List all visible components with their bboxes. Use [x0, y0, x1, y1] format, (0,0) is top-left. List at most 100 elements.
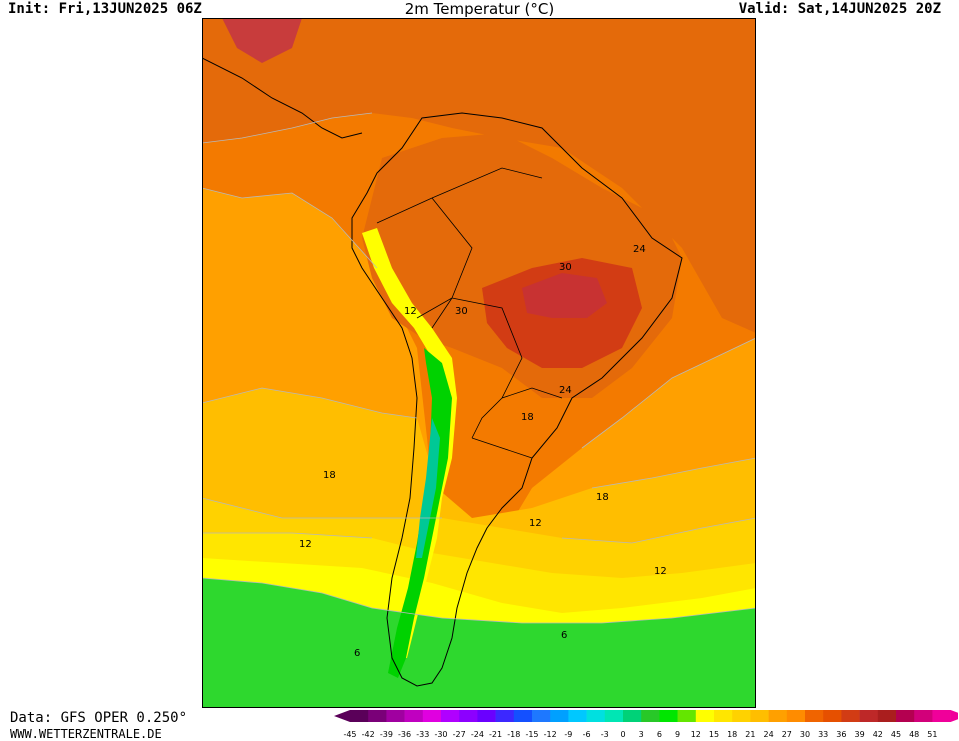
andes-teal [416, 418, 440, 558]
legend-tick-label: -21 [489, 730, 502, 739]
map-frame [202, 18, 756, 708]
isotherm-label-12-pacific: 12 [299, 539, 312, 550]
legend-swatch [586, 710, 606, 722]
isotherm-label-18-atlantic: 18 [596, 492, 609, 503]
legend-tick-label: -27 [453, 730, 466, 739]
legend-swatch [550, 710, 569, 722]
legend-swatch [495, 710, 515, 722]
isotherm-label-30-bolivia: 30 [455, 306, 468, 317]
legend-tick-label: -30 [434, 730, 447, 739]
south-america-coastline [351, 112, 683, 687]
legend-swatch [422, 710, 442, 722]
legend-tick-label: -9 [564, 730, 572, 739]
legend-swatch [513, 710, 533, 722]
legend-tick-label: 33 [818, 730, 828, 739]
country-borders [376, 167, 563, 459]
legend-swatch [441, 710, 460, 722]
legend-swatch [932, 710, 951, 722]
legend-tick-label: 27 [782, 730, 792, 739]
legend-swatch [750, 710, 769, 722]
color-legend: -45 -42 -39 -36 -33 -30 -27 -24 -21 -18 -15 -12 -9 -6… [334, 710, 958, 739]
legend-swatch [768, 710, 788, 722]
legend-tick-label: 36 [836, 730, 846, 739]
legend-swatch [368, 710, 387, 722]
map-title: 2m Temperatur (°C) [404, 0, 555, 18]
legend-swatch [805, 710, 824, 722]
isotherm-label-6-atlantic: 6 [561, 630, 567, 641]
legend-swatch [604, 710, 624, 722]
legend-swatch [841, 710, 860, 722]
legend-tick-label: 21 [745, 730, 755, 739]
legend-tick-label: -36 [398, 730, 411, 739]
legend-tick-label: -33 [416, 730, 429, 739]
legend-tick-label: 12 [691, 730, 701, 739]
band-30-central-america [222, 18, 302, 63]
isotherm-label-18-paraguay: 18 [521, 412, 534, 423]
legend-tick-label: 3 [639, 730, 644, 739]
central-america-coastline [202, 57, 363, 139]
isotherm-label-30-brazil: 30 [559, 262, 572, 273]
legend-swatch [714, 710, 733, 722]
legend-swatch [877, 710, 897, 722]
band-27-north [202, 18, 756, 333]
isotherm-label-6-pacific: 6 [354, 648, 360, 659]
legend-swatch [859, 710, 879, 722]
legend-swatch [695, 710, 715, 722]
legend-swatch [786, 710, 806, 722]
legend-arrow-right [950, 710, 958, 722]
legend-swatch [459, 710, 478, 722]
legend-tick-label: 51 [927, 730, 937, 739]
legend-swatch [641, 710, 660, 722]
band-6 [202, 578, 756, 708]
legend-tick-label: 42 [873, 730, 883, 739]
isotherm-label-18-pacific: 18 [323, 470, 336, 481]
legend-tick-label: 9 [675, 730, 680, 739]
legend-tick-label: 48 [909, 730, 919, 739]
legend-arrow-left [334, 710, 350, 722]
website-label: WWW.WETTERZENTRALE.DE [10, 727, 162, 741]
legend-tick-label: -12 [544, 730, 557, 739]
legend-tick-label: -6 [583, 730, 591, 739]
legend-tick-label: -42 [362, 730, 375, 739]
legend-tick-label: 30 [800, 730, 810, 739]
legend-swatch [404, 710, 424, 722]
legend-swatch [896, 710, 915, 722]
isotherm-label-24-northeast: 24 [633, 244, 646, 255]
andes-cold [362, 228, 457, 658]
legend-tick-label: -3 [601, 730, 609, 739]
isotherm-label-24-south-brazil: 24 [559, 385, 572, 396]
legend-tick-label: 39 [855, 730, 865, 739]
valid-time: Valid: Sat,14JUN2025 20Z [738, 1, 941, 17]
legend-swatches [334, 710, 958, 722]
isotherm-label-12-south-atlantic: 12 [654, 566, 667, 577]
legend-tick-label: -45 [343, 730, 356, 739]
legend-tick-label: 24 [764, 730, 774, 739]
legend-swatch [477, 710, 496, 722]
isotherm-label-12-andes: 12 [404, 306, 417, 317]
legend-swatch [568, 710, 587, 722]
init-time: Init: Fri,13JUN2025 06Z [8, 1, 202, 17]
temperature-map: 30 24 30 12 24 18 18 18 12 12 12 6 6 [202, 18, 756, 708]
legend-swatch [914, 710, 933, 722]
legend-tick-label: 0 [620, 730, 625, 739]
isotherm-contours [202, 112, 756, 624]
legend-tick-label: -24 [471, 730, 484, 739]
legend-swatch [350, 710, 369, 722]
legend-swatch [386, 710, 405, 722]
isotherm-label-12-argentina: 12 [529, 518, 542, 529]
legend-tick-label: 6 [657, 730, 662, 739]
legend-swatch [532, 710, 551, 722]
legend-swatch [677, 710, 697, 722]
legend-swatch [823, 710, 842, 722]
legend-tick-label: -15 [525, 730, 538, 739]
legend-swatch [623, 710, 642, 722]
legend-swatch [659, 710, 678, 722]
legend-tick-label: -39 [380, 730, 393, 739]
legend-tick-label: -18 [507, 730, 520, 739]
band-33-core [522, 273, 607, 318]
legend-ticks: -45 -42 -39 -36 -33 -30 -27 -24 -21 -18 -15 -12 -9 -6… [343, 730, 937, 739]
legend-tick-label: 45 [891, 730, 901, 739]
legend-tick-label: 18 [727, 730, 737, 739]
data-source-label: Data: GFS OPER 0.250° [10, 710, 188, 726]
legend-tick-label: 15 [709, 730, 719, 739]
